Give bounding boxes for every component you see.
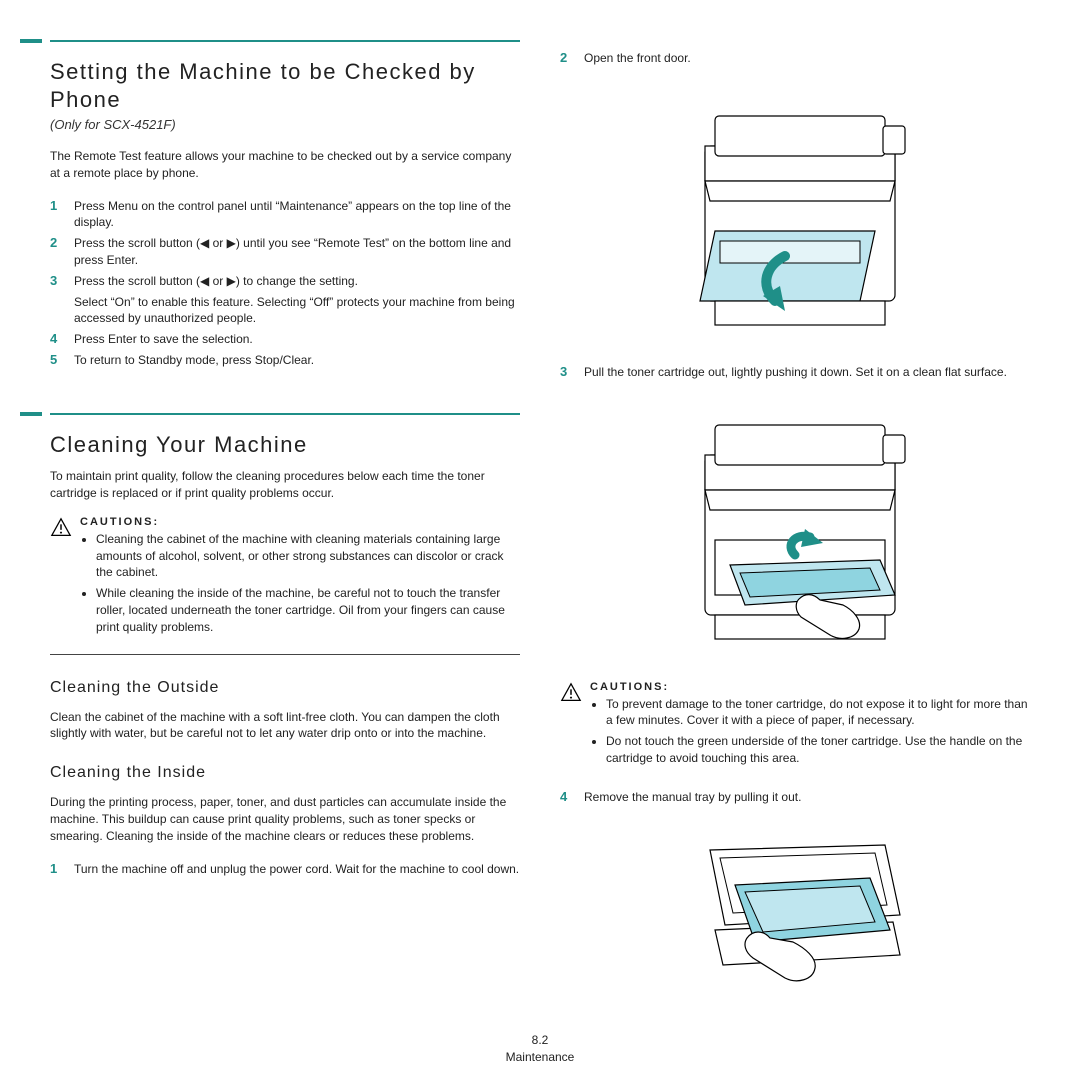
page-number: 8.2 (0, 1032, 1080, 1049)
step-text: Turn the machine off and unplug the powe… (74, 861, 520, 878)
caution-block: CAUTIONS: To prevent damage to the toner… (560, 681, 1030, 771)
step-text: Press the scroll button (◀ or ▶) until y… (74, 235, 520, 269)
thin-rule (50, 654, 520, 655)
step: 5 To return to Standby mode, press Stop/… (50, 352, 520, 369)
step-text: Press Menu on the control panel until “M… (74, 198, 520, 232)
remote-test-steps: 1 Press Menu on the control panel until … (50, 194, 520, 373)
step-number: 1 (50, 198, 64, 232)
step-number: 4 (50, 331, 64, 348)
subsection-heading: Cleaning the Outside (50, 679, 520, 697)
intro-text: To maintain print quality, follow the cl… (50, 468, 520, 502)
step-extra-text: Select “On” to enable this feature. Sele… (74, 294, 520, 328)
step: 4 Press Enter to save the selection. (50, 331, 520, 348)
step-text: Press Enter to save the selection. (74, 331, 520, 348)
figure-pull-cartridge (560, 405, 1030, 665)
figure-remove-tray (560, 830, 1030, 1000)
right-steps: 2 Open the front door. (560, 46, 1030, 71)
section-heading: Cleaning Your Machine (50, 431, 520, 459)
step: 1 Turn the machine off and unplug the po… (50, 861, 520, 878)
caution-item: To prevent damage to the toner cartridge… (606, 696, 1030, 730)
step-number: 3 (50, 273, 64, 290)
warning-icon (560, 682, 582, 704)
caution-title: CAUTIONS: (80, 516, 520, 528)
body-text: Clean the cabinet of the machine with a … (50, 709, 520, 743)
page-footer: 8.2 Maintenance (0, 1032, 1080, 1066)
caution-block: CAUTIONS: Cleaning the cabinet of the ma… (50, 516, 520, 640)
intro-text: The Remote Test feature allows your mach… (50, 148, 520, 182)
step-number: 2 (50, 235, 64, 269)
caution-title: CAUTIONS: (590, 681, 1030, 693)
warning-icon (50, 517, 72, 539)
step-text: Open the front door. (584, 50, 1030, 67)
step: 3 Pull the toner cartridge out, lightly … (560, 364, 1030, 381)
step-number: 4 (560, 789, 574, 806)
step-text: Remove the manual tray by pulling it out… (584, 789, 1030, 806)
model-subtitle: (Only for SCX-4521F) (50, 117, 520, 132)
caution-item: Cleaning the cabinet of the machine with… (96, 531, 520, 581)
footer-label: Maintenance (0, 1049, 1080, 1066)
step: 1 Press Menu on the control panel until … (50, 198, 520, 232)
left-column: Setting the Machine to be Checked by Pho… (50, 40, 520, 1040)
right-steps: 3 Pull the toner cartridge out, lightly … (560, 360, 1030, 385)
section-heading: Setting the Machine to be Checked by Pho… (50, 58, 520, 113)
caution-item: While cleaning the inside of the machine… (96, 585, 520, 635)
caution-item: Do not touch the green underside of the … (606, 733, 1030, 767)
step-text: Press the scroll button (◀ or ▶) to chan… (74, 273, 520, 290)
step: 3 Press the scroll button (◀ or ▶) to ch… (50, 273, 520, 290)
step: 2 Press the scroll button (◀ or ▶) until… (50, 235, 520, 269)
section-rule (50, 413, 520, 415)
step-number: 1 (50, 861, 64, 878)
subsection-heading: Cleaning the Inside (50, 764, 520, 782)
section-rule (50, 40, 520, 42)
step: 4 Remove the manual tray by pulling it o… (560, 789, 1030, 806)
body-text: During the printing process, paper, tone… (50, 794, 520, 844)
step-text: Pull the toner cartridge out, lightly pu… (584, 364, 1030, 381)
right-steps: 4 Remove the manual tray by pulling it o… (560, 785, 1030, 810)
right-column: 2 Open the front door. (560, 40, 1030, 1040)
figure-open-door (560, 91, 1030, 346)
step-text: To return to Standby mode, press Stop/Cl… (74, 352, 520, 369)
step-number: 3 (560, 364, 574, 381)
step-number: 2 (560, 50, 574, 67)
step: 2 Open the front door. (560, 50, 1030, 67)
step-number: 5 (50, 352, 64, 369)
cleaning-inside-steps: 1 Turn the machine off and unplug the po… (50, 857, 520, 882)
